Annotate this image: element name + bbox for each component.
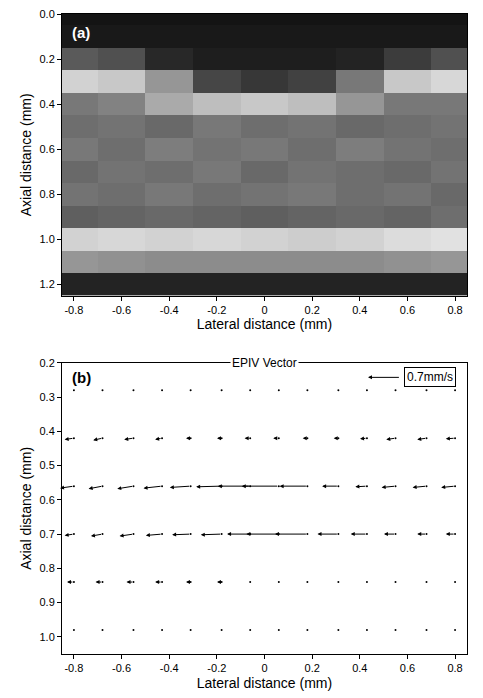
svg-text:-0.4: -0.4 (160, 304, 179, 316)
svg-text:(a): (a) (72, 24, 90, 41)
svg-text:0.5: 0.5 (40, 459, 55, 471)
svg-text:-0.8: -0.8 (64, 662, 83, 674)
svg-text:-0.6: -0.6 (112, 304, 131, 316)
svg-text:-0.6: -0.6 (112, 662, 131, 674)
svg-text:0.6: 0.6 (400, 662, 415, 674)
svg-text:(b): (b) (72, 369, 91, 386)
svg-text:0.3: 0.3 (40, 391, 55, 403)
svg-text:EPIV Vector: EPIV Vector (232, 356, 297, 370)
svg-text:0.9: 0.9 (40, 596, 55, 608)
svg-text:0.4: 0.4 (352, 662, 367, 674)
svg-text:Lateral distance (mm): Lateral distance (mm) (197, 316, 332, 332)
svg-text:-0.4: -0.4 (160, 662, 179, 674)
svg-text:1.0: 1.0 (40, 631, 55, 643)
svg-text:0.4: 0.4 (352, 304, 367, 316)
svg-text:1.0: 1.0 (40, 233, 55, 245)
svg-text:-0.2: -0.2 (207, 662, 226, 674)
svg-text:0.6: 0.6 (40, 143, 55, 155)
svg-text:1.2: 1.2 (40, 278, 55, 290)
svg-text:0.2: 0.2 (305, 662, 320, 674)
svg-text:0.6: 0.6 (40, 494, 55, 506)
svg-text:0.0: 0.0 (40, 8, 55, 20)
svg-text:0.8: 0.8 (40, 562, 55, 574)
svg-text:0.8: 0.8 (447, 662, 462, 674)
svg-text:Lateral distance (mm): Lateral distance (mm) (197, 675, 332, 691)
svg-text:0.2: 0.2 (40, 357, 55, 369)
svg-text:0.4: 0.4 (40, 98, 55, 110)
svg-text:0.6: 0.6 (400, 304, 415, 316)
svg-text:Axial distance (mm): Axial distance (mm) (18, 447, 34, 570)
svg-text:0: 0 (261, 304, 267, 316)
svg-text:0.8: 0.8 (447, 304, 462, 316)
svg-text:0: 0 (261, 662, 267, 674)
svg-text:-0.2: -0.2 (207, 304, 226, 316)
svg-text:Axial distance (mm): Axial distance (mm) (18, 93, 34, 216)
svg-text:0.7: 0.7 (40, 528, 55, 540)
svg-text:0.2: 0.2 (305, 304, 320, 316)
svg-text:0.4: 0.4 (40, 425, 55, 437)
svg-text:0.8: 0.8 (40, 188, 55, 200)
svg-text:0.7mm/s: 0.7mm/s (407, 370, 453, 384)
svg-text:-0.8: -0.8 (64, 304, 83, 316)
svg-text:0.2: 0.2 (40, 53, 55, 65)
